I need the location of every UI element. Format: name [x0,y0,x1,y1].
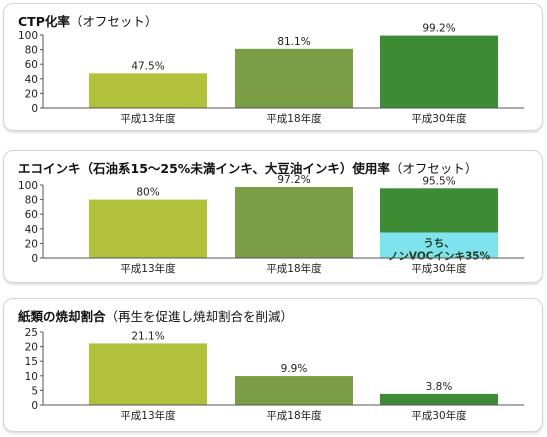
y-tick-label: 60 [25,209,38,221]
bar-chart-eco-ink: 0 20 40 60 80 100 80% 平成13年度 97.2% 平成18年度 うち、ノンVOC… [18,174,524,275]
y-tick-label: 80 [25,45,38,57]
bar [380,35,498,108]
chart-title-sub: （オフセット） [389,161,478,176]
y-tick-label: 25 [25,327,38,339]
y-tick-label: 0 [31,103,38,115]
y-tick-label: 0 [31,253,38,265]
bar [235,48,353,108]
x-tick-label: 平成13年度 [120,262,176,275]
x-tick-label: 平成18年度 [266,262,322,275]
y-tick-label: 20 [25,342,38,354]
data-label: 3.8% [426,381,453,393]
y-tick-label: 20 [25,238,38,250]
y-tick-label: 20 [25,88,38,100]
x-tick-label: 平成30年度 [411,112,467,125]
x-tick-label: 平成18年度 [266,112,322,125]
chart-title-main: 紙類の焼却割合 [18,309,106,324]
chart-title-main: CTP化率 [18,14,70,29]
data-label: 95.5% [422,175,455,187]
bar [235,187,353,258]
chart-title: CTP化率（オフセット） [18,11,157,30]
bar-subsegment [380,232,498,258]
y-tick-label: 40 [25,224,38,236]
subsegment-label: うち、 [423,237,455,249]
x-tick-label: 平成13年度 [120,409,176,422]
data-label: 21.1% [131,330,164,342]
chart-panel-paper-incineration: 紙類の焼却割合（再生を促進し焼却割合を削減） 0 5 10 15 20 25 21.1% 平成… [3,298,543,432]
y-tick-label: 5 [31,385,38,397]
y-tick-label: 100 [18,30,38,42]
data-label: 47.5% [131,60,164,72]
data-label: 99.2% [422,23,455,35]
data-label: 9.9% [281,363,308,375]
chart-title-sub: （再生を促進し焼却割合を削減） [105,309,294,324]
chart-title: エコインキ（石油系15〜25%未満インキ、大豆油インキ）使用率（オフセット） [18,158,477,177]
chart-panel-eco-ink: エコインキ（石油系15〜25%未満インキ、大豆油インキ）使用率（オフセット） 0… [3,150,543,283]
bar [89,73,207,108]
data-label: 97.2% [277,174,310,186]
x-tick-label: 平成30年度 [411,262,467,275]
chart-title: 紙類の焼却割合（再生を促進し焼却割合を削減） [18,306,293,325]
x-tick-label: 平成18年度 [266,409,322,422]
bar [89,199,207,258]
y-tick-label: 10 [25,371,38,383]
y-tick-label: 100 [18,180,38,192]
bar-chart-paper-incineration: 0 5 10 15 20 25 21.1% 平成13年度 9.9% 平成18年度 3.8% 平成30年… [25,327,524,422]
bar [89,343,207,405]
chart-panel-ctp: CTP化率（オフセット） 0 20 40 60 80 100 47.5% 平成13年度 81.1… [3,3,543,131]
chart-title-sub: （オフセット） [69,14,158,29]
data-label: 81.1% [277,36,310,48]
y-tick-label: 40 [25,74,38,86]
x-tick-label: 平成30年度 [411,409,467,422]
y-tick-label: 0 [31,400,38,412]
subsegment-label: ノンVOCインキ35% [388,250,491,262]
bar-chart-ctp: 0 20 40 60 80 100 47.5% 平成13年度 81.1% 平成18年度 99.2% 平… [18,23,524,125]
x-tick-label: 平成13年度 [120,112,176,125]
y-tick-label: 15 [25,356,38,368]
y-tick-label: 60 [25,59,38,71]
y-tick-label: 80 [25,195,38,207]
data-label: 80% [136,187,159,199]
bar [235,376,353,405]
chart-title-main: エコインキ（石油系15〜25%未満インキ、大豆油インキ）使用率 [18,161,390,176]
bar [380,393,498,405]
